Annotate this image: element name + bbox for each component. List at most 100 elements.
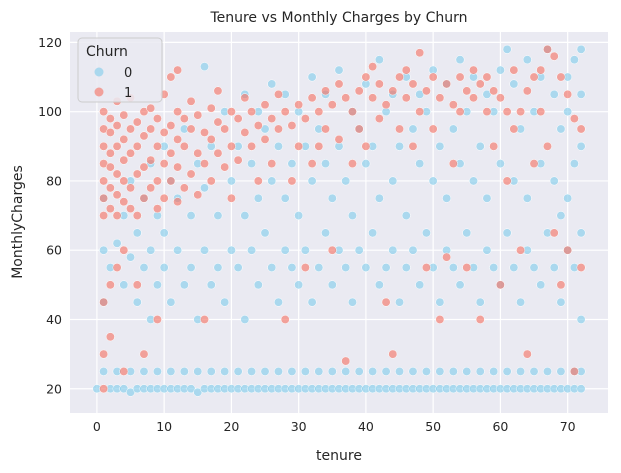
scatter-point-churn-1	[556, 280, 566, 290]
scatter-point-churn-0	[435, 297, 445, 307]
scatter-point-churn-0	[247, 245, 257, 255]
scatter-point-churn-1	[543, 44, 552, 54]
scatter-point-churn-1	[247, 107, 257, 117]
scatter-point-churn-0	[516, 366, 526, 376]
scatter-point-churn-1	[388, 349, 398, 359]
scatter-point-churn-0	[341, 366, 351, 376]
scatter-point-churn-0	[475, 141, 485, 151]
scatter-point-churn-1	[126, 124, 135, 134]
scatter-point-churn-0	[260, 228, 270, 238]
scatter-point-churn-1	[132, 141, 142, 151]
scatter-point-churn-1	[421, 263, 431, 272]
scatter-point-churn-0	[536, 280, 546, 290]
scatter-point-churn-1	[146, 124, 156, 134]
scatter-point-churn-1	[186, 124, 196, 134]
scatter-point-churn-1	[334, 79, 344, 89]
scatter-point-churn-1	[388, 86, 398, 96]
scatter-point-churn-1	[495, 280, 505, 290]
scatter-point-churn-1	[294, 100, 304, 110]
data-points	[92, 44, 586, 397]
scatter-point-churn-0	[166, 366, 176, 376]
scatter-point-churn-0	[267, 176, 277, 186]
scatter-point-churn-1	[576, 124, 586, 134]
scatter-point-churn-1	[132, 117, 142, 127]
scatter-point-churn-0	[408, 366, 418, 376]
scatter-point-churn-0	[576, 228, 586, 238]
scatter-point-churn-1	[428, 124, 438, 134]
scatter-point-churn-0	[307, 72, 317, 82]
scatter-point-churn-0	[401, 263, 411, 272]
scatter-point-churn-0	[421, 366, 431, 376]
scatter-point-churn-0	[489, 263, 499, 272]
scatter-point-churn-0	[294, 211, 304, 221]
scatter-point-churn-0	[576, 89, 586, 99]
scatter-point-churn-0	[274, 141, 283, 151]
scatter-point-churn-1	[569, 114, 579, 124]
scatter-point-churn-0	[334, 65, 344, 75]
scatter-point-churn-0	[139, 366, 149, 376]
scatter-point-churn-1	[132, 211, 142, 221]
scatter-point-churn-0	[495, 65, 505, 75]
scatter-point-churn-1	[361, 72, 371, 82]
scatter-point-churn-1	[159, 127, 169, 137]
scatter-point-churn-0	[274, 366, 283, 376]
scatter-point-churn-1	[99, 349, 109, 359]
scatter-point-churn-1	[139, 349, 149, 359]
scatter-point-churn-1	[206, 103, 216, 113]
scatter-point-churn-1	[401, 65, 411, 75]
legend-swatch-1	[94, 87, 104, 97]
scatter-point-churn-1	[280, 315, 290, 324]
scatter-point-churn-0	[556, 297, 566, 307]
scatter-point-churn-1	[247, 141, 257, 151]
scatter-point-churn-1	[489, 141, 499, 151]
scatter-point-churn-1	[489, 86, 499, 96]
scatter-point-churn-0	[139, 263, 149, 272]
scatter-point-churn-1	[509, 124, 519, 134]
y-tick-label: 40	[46, 312, 62, 327]
scatter-point-churn-1	[132, 169, 142, 179]
scatter-point-churn-1	[361, 141, 371, 151]
scatter-point-churn-1	[455, 107, 465, 117]
scatter-point-churn-1	[543, 141, 552, 151]
scatter-point-churn-0	[159, 228, 169, 238]
scatter-point-churn-1	[260, 134, 270, 144]
scatter-point-churn-1	[354, 86, 364, 96]
scatter-point-churn-1	[502, 176, 512, 186]
scatter-point-churn-1	[368, 62, 378, 72]
scatter-point-churn-0	[341, 176, 351, 186]
scatter-point-churn-1	[200, 127, 209, 137]
scatter-point-churn-1	[300, 114, 310, 124]
x-tick-label: 50	[425, 419, 441, 434]
scatter-point-churn-0	[287, 159, 297, 169]
scatter-point-churn-1	[226, 107, 236, 117]
scatter-point-churn-0	[354, 366, 364, 376]
scatter-point-churn-0	[563, 193, 573, 203]
scatter-point-churn-1	[173, 65, 183, 75]
scatter-point-churn-1	[139, 193, 149, 203]
scatter-point-churn-0	[361, 159, 371, 169]
scatter-point-churn-1	[462, 86, 472, 96]
scatter-point-churn-0	[112, 238, 122, 248]
scatter-point-churn-1	[119, 155, 129, 165]
scatter-point-churn-1	[327, 245, 337, 255]
scatter-point-churn-1	[186, 169, 196, 179]
scatter-point-churn-0	[200, 183, 209, 193]
scatter-point-churn-1	[260, 100, 270, 110]
scatter-point-churn-0	[395, 141, 404, 151]
scatter-point-churn-1	[280, 107, 290, 117]
scatter-point-churn-0	[152, 366, 162, 376]
scatter-point-churn-1	[119, 176, 129, 186]
scatter-point-churn-0	[179, 366, 189, 376]
scatter-point-churn-0	[354, 245, 364, 255]
scatter-point-churn-1	[448, 100, 458, 110]
scatter-point-churn-0	[267, 263, 277, 272]
scatter-point-churn-1	[448, 159, 458, 169]
scatter-point-churn-1	[522, 86, 532, 96]
x-tick-label: 20	[223, 419, 239, 434]
scatter-point-churn-0	[253, 193, 263, 203]
scatter-point-churn-1	[469, 65, 478, 75]
scatter-point-churn-0	[307, 176, 317, 186]
scatter-point-churn-1	[213, 86, 223, 96]
